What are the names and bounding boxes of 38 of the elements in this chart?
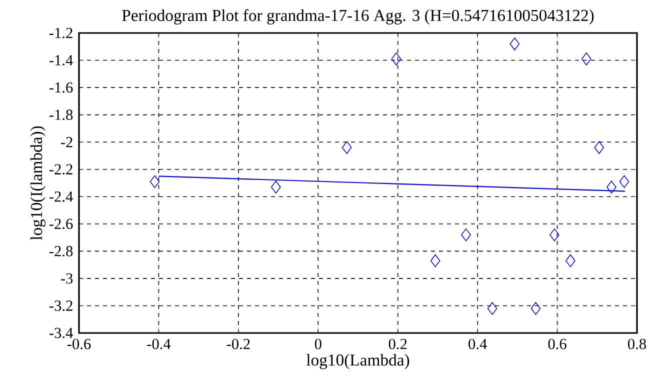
y-tick-label: -1.6 (49, 82, 73, 93)
y-tick-label: -3 (60, 273, 73, 284)
y-tick-label: -1.4 (49, 55, 73, 66)
x-axis-title: log10(Lambda) (306, 354, 410, 370)
point (391, 52, 402, 66)
point (487, 302, 498, 315)
x-tick-label: -0.6 (67, 338, 91, 350)
point (566, 254, 576, 268)
y-axis-title: log10(I(lambda)) (30, 126, 46, 240)
x-tick-label: 0.8 (628, 338, 646, 350)
y-tick-label: -1.8 (49, 110, 73, 120)
y-tick-label: -2 (60, 137, 72, 148)
x-tick-label: 0 (314, 338, 322, 350)
y-tick-label: -1.2 (49, 28, 72, 38)
y-tick-label: -2.2 (49, 164, 72, 175)
point (581, 52, 592, 66)
point (550, 228, 560, 242)
y-tick-label: -2.6 (49, 218, 73, 230)
x-tick-label: 0.2 (388, 338, 407, 350)
point (510, 38, 520, 50)
y-tick-label: -2.4 (49, 191, 73, 202)
point (150, 175, 160, 188)
point (530, 302, 541, 315)
point (619, 175, 630, 188)
x-tick-label: -0.2 (226, 338, 250, 350)
point (430, 254, 440, 268)
point (342, 141, 352, 154)
chart-title: Periodogram Plot for grandma-17-16 Agg. 3 (H=0.547161005043122) (122, 9, 594, 25)
x-tick-label: 0.6 (548, 338, 566, 350)
y-tick-label: -3.2 (49, 300, 72, 311)
y-tick-label: -3.4 (49, 328, 73, 338)
y-tick-label: -2.8 (49, 246, 73, 256)
point (461, 228, 471, 242)
x-tick-label: 0.4 (468, 338, 487, 350)
point (594, 141, 604, 154)
point (606, 180, 616, 194)
point (270, 180, 281, 194)
x-tick-label: -0.4 (147, 338, 171, 350)
